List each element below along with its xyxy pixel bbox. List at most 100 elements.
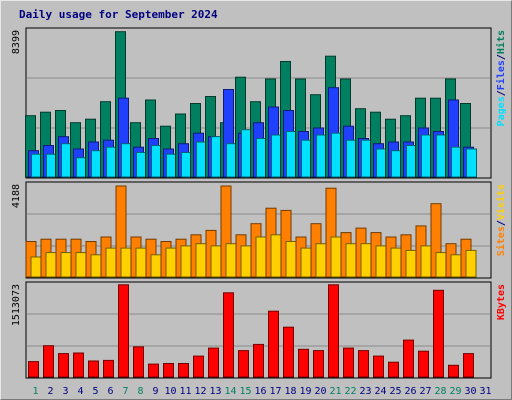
x-tick-label-23: 23 — [359, 386, 371, 397]
x-tick-label-29: 29 — [449, 386, 461, 397]
x-tick-label-14: 14 — [224, 386, 236, 397]
bar-kbytes-10 — [163, 363, 174, 378]
x-tick-label-21: 21 — [329, 386, 341, 397]
bar-sites-14 — [225, 243, 237, 278]
bar-sites-4 — [75, 252, 87, 278]
bar-kbytes-13 — [208, 347, 219, 378]
bar-kbytes-18 — [283, 326, 294, 378]
legend-item-hits-files-pages-2: / — [496, 90, 507, 96]
bar-kbytes-6 — [103, 359, 114, 378]
bar-sites-30 — [465, 249, 477, 278]
bar-kbytes-1 — [28, 361, 39, 378]
bar-kbytes-2 — [43, 345, 54, 378]
bar-pages-30 — [466, 148, 477, 178]
bar-sites-8 — [135, 247, 147, 278]
bar-sites-29 — [450, 254, 462, 278]
bar-kbytes-30 — [463, 353, 474, 378]
bar-sites-7 — [120, 247, 132, 278]
bar-kbytes-15 — [238, 350, 249, 378]
bar-sites-26 — [405, 249, 417, 278]
x-tick-label-2: 2 — [47, 386, 53, 397]
x-tick-label-9: 9 — [152, 386, 158, 397]
x-tick-label-13: 13 — [209, 386, 221, 397]
legend-item-hits-files-pages-4: / — [496, 54, 507, 60]
x-tick-label-26: 26 — [404, 386, 416, 397]
bar-sites-10 — [165, 247, 177, 278]
bar-sites-28 — [435, 252, 447, 278]
x-tick-label-20: 20 — [314, 386, 326, 397]
x-tick-label-15: 15 — [239, 386, 251, 397]
bar-sites-16 — [255, 236, 267, 278]
x-tick-label-11: 11 — [179, 386, 191, 397]
legend-item-hits-files-pages-3: Files — [495, 60, 507, 90]
bar-sites-19 — [300, 247, 312, 278]
legend-hits-files-pages: Pages/Files/Hits — [495, 30, 507, 126]
plot-area-kbytes — [25, 281, 492, 379]
bar-kbytes-3 — [58, 353, 69, 378]
bar-kbytes-22 — [343, 347, 354, 378]
x-tick-label-5: 5 — [92, 386, 98, 397]
bar-kbytes-27 — [418, 350, 429, 378]
bar-kbytes-5 — [88, 360, 99, 378]
bar-sites-6 — [105, 247, 117, 278]
x-tick-label-6: 6 — [107, 386, 113, 397]
bar-kbytes-16 — [253, 343, 264, 378]
chart-title: Daily usage for September 2024 — [19, 8, 218, 21]
x-tick-label-31: 31 — [479, 386, 491, 397]
legend-item-kbytes-1: KBytes — [496, 284, 507, 320]
bar-kbytes-8 — [133, 346, 144, 378]
x-tick-label-17: 17 — [269, 386, 281, 397]
bar-kbytes-25 — [388, 361, 399, 378]
x-tick-label-12: 12 — [194, 386, 206, 397]
legend-kbytes: KBytes — [496, 284, 507, 320]
bar-sites-13 — [210, 245, 222, 278]
bar-sites-18 — [285, 241, 297, 278]
bar-sites-22 — [345, 243, 357, 278]
legend-visits-sites: Sites/Visits — [495, 184, 507, 256]
ymax-label-hits-files-pages: 8399 — [11, 30, 22, 54]
x-tick-label-19: 19 — [299, 386, 311, 397]
x-tick-label-1: 1 — [32, 386, 38, 397]
bar-sites-24 — [375, 245, 387, 278]
ymax-label-kbytes: 1513073 — [11, 284, 22, 326]
legend-item-visits-sites-3: Visits — [495, 184, 507, 220]
x-tick-label-4: 4 — [77, 386, 83, 397]
x-tick-label-18: 18 — [284, 386, 296, 397]
plot-area-visits-sites — [25, 181, 492, 279]
bar-kbytes-19 — [298, 348, 309, 378]
legend-item-hits-files-pages-5: Hits — [495, 30, 507, 54]
bar-sites-17 — [270, 234, 282, 278]
bar-kbytes-14 — [223, 292, 234, 378]
bar-kbytes-11 — [178, 363, 189, 378]
bar-sites-27 — [420, 245, 432, 278]
bar-kbytes-29 — [448, 364, 459, 378]
bar-kbytes-28 — [433, 289, 444, 378]
x-tick-label-27: 27 — [419, 386, 431, 397]
x-tick-label-24: 24 — [374, 386, 386, 397]
legend-item-visits-sites-1: Sites — [495, 226, 507, 256]
bar-sites-11 — [180, 245, 192, 278]
legend-item-visits-sites-2: / — [496, 220, 507, 226]
plot-area-hits-files-pages — [25, 27, 492, 179]
bar-sites-12 — [195, 243, 207, 278]
bar-kbytes-20 — [313, 350, 324, 378]
bar-sites-25 — [390, 247, 402, 278]
bar-kbytes-21 — [328, 284, 339, 378]
bar-sites-23 — [360, 243, 372, 278]
x-tick-label-7: 7 — [122, 386, 128, 397]
bar-sites-2 — [45, 252, 57, 278]
bar-kbytes-7 — [118, 284, 129, 378]
x-tick-label-28: 28 — [434, 386, 446, 397]
bar-kbytes-4 — [73, 352, 84, 378]
ymax-label-visits-sites: 4188 — [11, 184, 22, 208]
bar-sites-3 — [60, 252, 72, 278]
x-tick-label-22: 22 — [344, 386, 356, 397]
x-tick-label-25: 25 — [389, 386, 401, 397]
x-tick-label-10: 10 — [164, 386, 176, 397]
x-tick-label-30: 30 — [464, 386, 476, 397]
bar-kbytes-12 — [193, 355, 204, 378]
bar-kbytes-17 — [268, 310, 279, 378]
bar-sites-5 — [90, 254, 102, 278]
